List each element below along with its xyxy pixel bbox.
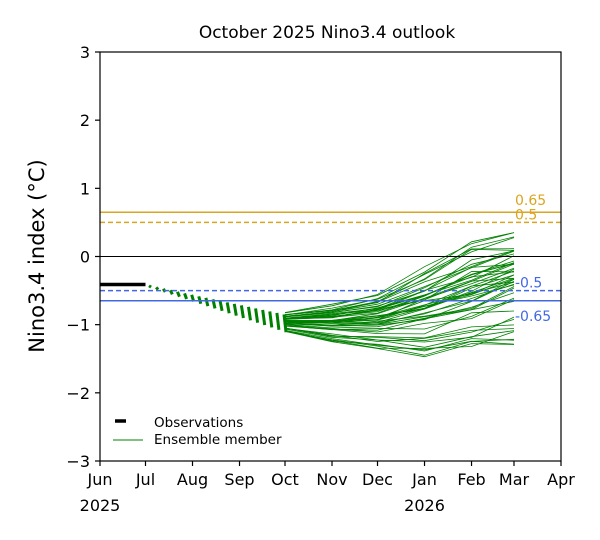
ensemble-member-line (284, 263, 515, 320)
y-tick-label: −2 (66, 384, 90, 403)
ensemble-member-line (284, 255, 515, 319)
ensemble-member-line (284, 327, 515, 342)
ensemble-member-line (284, 253, 515, 317)
x-tick-label: Nov (316, 470, 347, 489)
x-tick-label: Jul (135, 470, 155, 489)
x-tick-label: Sep (224, 470, 254, 489)
y-tick-label: 2 (80, 111, 90, 130)
x-tick-label: Jun (87, 470, 113, 489)
legend-observations-label: Observations (154, 415, 243, 431)
ensemble-member-line (284, 248, 515, 316)
ensemble-member-line (284, 232, 515, 313)
legend-ensemble-label: Ensemble member (154, 432, 282, 448)
hindcast-mark (254, 308, 260, 323)
reference-line-label: -0.65 (515, 309, 551, 325)
hindcast-mark (197, 295, 203, 305)
ensemble-member-line (284, 301, 515, 331)
x-tick-label: Aug (177, 470, 208, 489)
hindcast-mark (183, 292, 188, 300)
ensemble-member-line (284, 232, 515, 314)
y-tick-label: 0 (80, 248, 90, 267)
ensemble-member-line (284, 324, 515, 339)
hindcast-mark (148, 284, 152, 289)
ensemble-member-line (284, 267, 515, 322)
ensemble-member-line (284, 316, 515, 343)
x-tick-year-label: 2026 (404, 496, 445, 515)
reference-line-label: 0.65 (515, 193, 546, 209)
x-tick-label: Oct (271, 470, 299, 489)
reference-lines: 0.650.5 -0.5 -0.65 (100, 193, 561, 325)
reference-line-label: -0.5 (515, 276, 542, 292)
y-axis-label: Nino3.4 index (°C) (25, 159, 49, 352)
x-tick-label: Mar (499, 470, 530, 489)
x-tick-label: Jan (411, 470, 437, 489)
ensemble-member-line (284, 328, 515, 348)
hindcast-mark (225, 302, 231, 314)
y-tick-label: 1 (80, 179, 90, 198)
ensemble-member-line (284, 286, 515, 326)
hindcast-mark (261, 309, 267, 326)
ensemble-member-line (284, 330, 515, 351)
hindcast-mark (268, 311, 274, 328)
y-tick-label: −3 (66, 452, 90, 471)
ensemble-member-line (284, 260, 515, 320)
legend: Observations Ensemble member (113, 415, 282, 448)
ensemble-member-line (284, 284, 515, 323)
hindcast-mark (275, 312, 281, 330)
ensemble-member-line (284, 299, 515, 333)
hindcast-mark (155, 286, 160, 291)
ensemble-member-line (284, 331, 515, 356)
x-tick-label: Feb (457, 470, 485, 489)
hindcast-mark (239, 305, 245, 319)
plot-area (100, 232, 515, 358)
x-tick-label: Apr (547, 470, 575, 489)
hindcast-mark (218, 300, 224, 312)
hindcast-mark (169, 289, 174, 295)
hindcast-mark (176, 291, 181, 298)
reference-line-label: 0.5 (515, 207, 537, 223)
hindcast-mark (232, 303, 238, 316)
hindcast-mark (247, 306, 252, 321)
chart-title: October 2025 Nino3.4 outlook (199, 23, 456, 43)
y-tick-label: −1 (66, 316, 90, 335)
x-tick-year-label: 2025 (80, 496, 121, 515)
x-tick-label: Dec (362, 470, 393, 489)
hindcast-mark (204, 297, 210, 307)
y-tick-label: 3 (80, 43, 90, 62)
ensemble-member-line (284, 250, 515, 317)
